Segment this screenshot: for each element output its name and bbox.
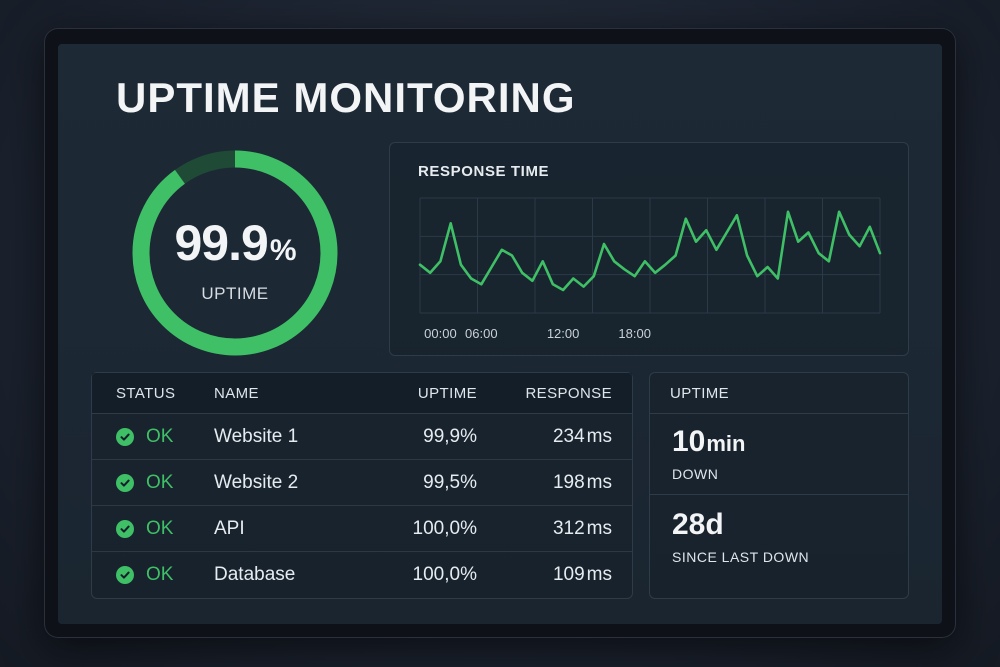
status-text: OK xyxy=(146,518,174,539)
table-header: STATUS NAME UPTIME RESPONSE xyxy=(92,373,632,414)
dashboard-screen: UPTIME MONITORING 99.9% UPTIME RESPONSE … xyxy=(58,44,942,624)
name-cell: Website 2 xyxy=(214,472,299,493)
check-circle-icon xyxy=(116,520,134,538)
uptime-summary-panel: UPTIME 10min DOWN 28d SINCE LAST DOWN xyxy=(649,372,909,599)
check-circle-icon xyxy=(116,428,134,446)
response-time-chart: 00:00 06:00 12:00 18:00 xyxy=(418,197,882,341)
status-text: OK xyxy=(146,564,174,585)
uptime-cell: 100,0% xyxy=(412,518,477,539)
gauge-label: UPTIME xyxy=(201,284,269,303)
status-cell: OK xyxy=(116,472,173,494)
table-row[interactable]: OK API 100,0% 312 ms xyxy=(92,506,632,552)
response-unit: ms xyxy=(586,518,612,539)
uptime-summary-title: UPTIME xyxy=(670,385,730,402)
since-last-down-value: 28d xyxy=(672,508,724,541)
gauge-value: 99.9% xyxy=(128,214,342,272)
x-tick-label: 18:00 xyxy=(618,326,651,341)
status-table: STATUS NAME UPTIME RESPONSE OK Website 1 9… xyxy=(91,372,633,599)
header-uptime: UPTIME xyxy=(417,385,477,402)
header-response: RESPONSE xyxy=(525,385,612,402)
response-time-panel: RESPONSE TIME 00:00 06:00 12:00 18:00 xyxy=(389,142,909,356)
response-unit: ms xyxy=(586,426,612,447)
header-status: STATUS xyxy=(116,385,176,402)
status-text: OK xyxy=(146,426,174,447)
downtime-label: DOWN xyxy=(672,466,719,482)
status-cell: OK xyxy=(116,426,173,448)
response-unit: ms xyxy=(586,564,612,585)
uptime-cell: 99,9% xyxy=(423,426,477,447)
response-value: 198 xyxy=(552,472,585,493)
x-tick-label: 06:00 xyxy=(465,326,498,341)
x-tick-label: 00:00 xyxy=(424,326,457,341)
response-value: 109 xyxy=(552,564,585,585)
response-cell: 312 ms xyxy=(553,518,612,540)
uptime-summary-header: UPTIME xyxy=(650,373,908,414)
x-tick-label: 12:00 xyxy=(547,326,580,341)
name-cell: API xyxy=(214,518,245,539)
status-cell: OK xyxy=(116,518,173,540)
response-cell: 198 ms xyxy=(553,472,612,494)
header-name: NAME xyxy=(214,385,259,402)
name-cell: Database xyxy=(214,564,296,585)
check-circle-icon xyxy=(116,474,134,492)
response-value: 234 xyxy=(552,426,585,447)
uptime-cell: 99,5% xyxy=(423,472,477,493)
table-row[interactable]: OK Website 2 99,5% 198 ms xyxy=(92,460,632,506)
response-value: 312 xyxy=(552,518,585,539)
response-cell: 109 ms xyxy=(553,564,612,586)
check-circle-icon xyxy=(116,566,134,584)
chart-title: RESPONSE TIME xyxy=(418,163,550,180)
status-text: OK xyxy=(146,472,174,493)
stats-divider xyxy=(650,494,908,495)
status-cell: OK xyxy=(116,564,173,586)
chart-grid xyxy=(419,197,881,314)
downtime-number: 10 xyxy=(672,425,706,458)
uptime-gauge xyxy=(132,150,338,356)
downtime-unit: min xyxy=(706,431,746,456)
response-unit: ms xyxy=(586,472,612,493)
table-row[interactable]: OK Website 1 99,9% 234 ms xyxy=(92,414,632,460)
gauge-fill xyxy=(132,150,338,356)
downtime-value: 10min xyxy=(672,425,746,459)
page-title: UPTIME MONITORING xyxy=(116,74,576,121)
gauge-unit: % xyxy=(269,234,297,267)
response-series-line xyxy=(418,210,882,292)
response-cell: 234 ms xyxy=(553,426,612,448)
gauge-number: 99.9 xyxy=(174,215,268,271)
table-row[interactable]: OK Database 100,0% 109 ms xyxy=(92,552,632,597)
since-last-down-label: SINCE LAST DOWN xyxy=(672,549,810,565)
name-cell: Website 1 xyxy=(214,426,299,447)
uptime-cell: 100,0% xyxy=(412,564,477,585)
